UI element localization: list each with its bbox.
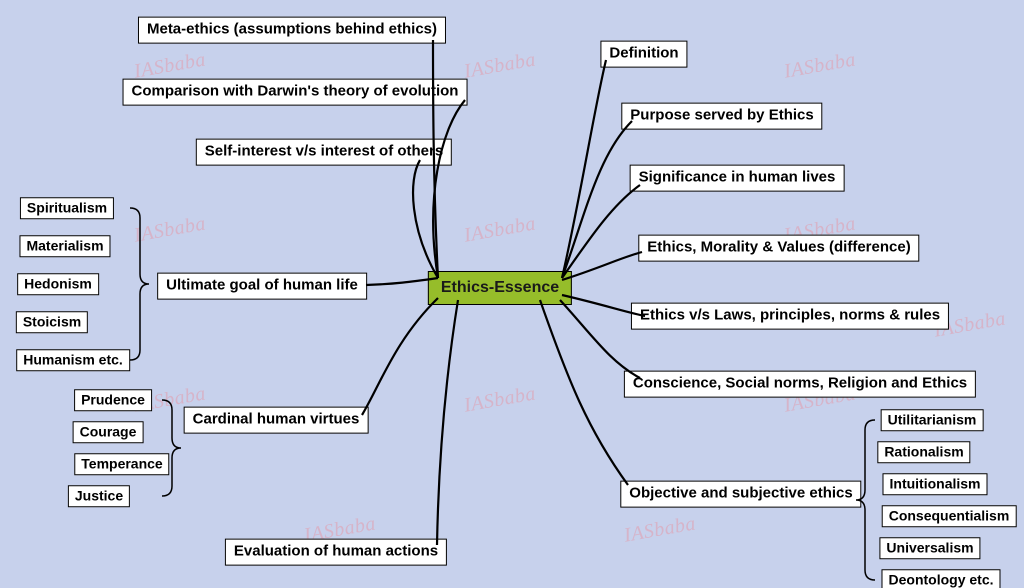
sub-node: Materialism <box>19 235 110 257</box>
branch-meta: Meta-ethics (assumptions behind ethics) <box>138 17 446 44</box>
mindmap-canvas: IASbabaIASbabaIASbabaIASbabaIASbabaIASba… <box>0 0 1024 588</box>
branch-emv: Ethics, Morality & Values (difference) <box>638 235 919 262</box>
center-node: Ethics-Essence <box>428 271 572 305</box>
sub-node: Humanism etc. <box>16 349 130 371</box>
branch-definition: Definition <box>600 41 687 68</box>
branch-laws: Ethics v/s Laws, principles, norms & rul… <box>631 303 949 330</box>
branch-evaluation: Evaluation of human actions <box>225 539 447 566</box>
sub-node: Temperance <box>74 453 169 475</box>
sub-node: Universalism <box>879 537 980 559</box>
branch-selfint: Self-interest v/s interest of others <box>196 139 452 166</box>
branch-signif: Significance in human lives <box>630 165 845 192</box>
sub-node: Utilitarianism <box>881 409 984 431</box>
branch-conscience: Conscience, Social norms, Religion and E… <box>624 371 976 398</box>
sub-node: Spiritualism <box>20 197 114 219</box>
sub-node: Consequentialism <box>882 505 1017 527</box>
sub-node: Prudence <box>74 389 152 411</box>
branch-objective: Objective and subjective ethics <box>620 481 861 508</box>
sub-node: Hedonism <box>17 273 99 295</box>
sub-node: Rationalism <box>877 441 970 463</box>
branch-cardinal: Cardinal human virtues <box>184 407 369 434</box>
branch-darwin: Comparison with Darwin's theory of evolu… <box>123 79 468 106</box>
branch-purpose: Purpose served by Ethics <box>621 103 822 130</box>
sub-node: Justice <box>68 485 130 507</box>
sub-node: Intuitionalism <box>883 473 988 495</box>
nodes-layer: Ethics-Essence Meta-ethics (assumptions b… <box>0 0 1024 588</box>
branch-ultimate: Ultimate goal of human life <box>157 273 367 300</box>
sub-node: Courage <box>73 421 144 443</box>
sub-node: Stoicism <box>16 311 88 333</box>
sub-node: Deontology etc. <box>881 569 1000 588</box>
